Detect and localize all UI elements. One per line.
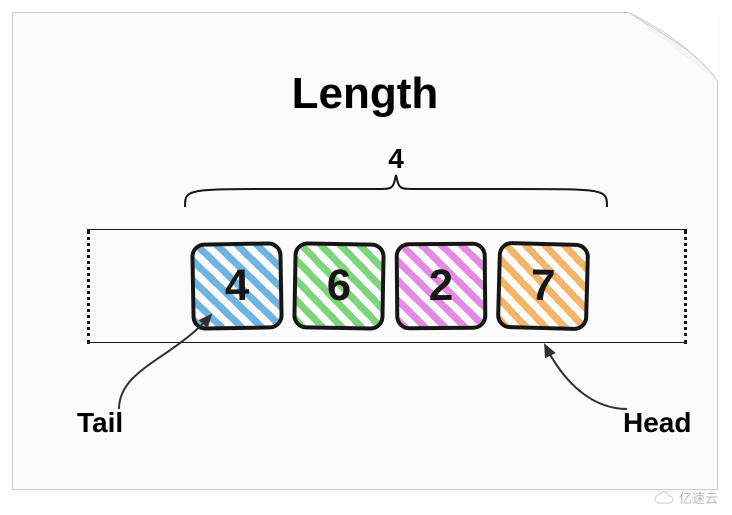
- dotted-edge-left: [87, 230, 90, 344]
- cell-row: 4 6 2 7: [191, 242, 589, 330]
- cloud-icon: [653, 491, 675, 505]
- head-label: Head: [623, 407, 691, 439]
- tail-arrow: [103, 309, 233, 413]
- brace-label: 4: [183, 143, 609, 175]
- cell-value: 7: [530, 261, 556, 312]
- cell-value: 4: [224, 261, 249, 311]
- queue-cell: 2: [395, 242, 488, 331]
- cell-value: 6: [326, 261, 351, 311]
- queue-cell: 7: [496, 241, 590, 331]
- tail-label: Tail: [77, 407, 123, 439]
- watermark-text: 亿速云: [679, 488, 718, 507]
- brace: 4: [183, 173, 609, 229]
- queue-cell: 6: [292, 241, 386, 331]
- diagram-title: Length: [13, 69, 717, 119]
- cell-value: 2: [429, 261, 454, 311]
- watermark: 亿速云: [653, 488, 718, 507]
- paper-card: Length 4 4 6 2 7 Tail Head: [12, 12, 718, 490]
- brace-graphic: [183, 173, 609, 209]
- head-arrow: [537, 339, 647, 415]
- dotted-edge-right: [684, 230, 687, 344]
